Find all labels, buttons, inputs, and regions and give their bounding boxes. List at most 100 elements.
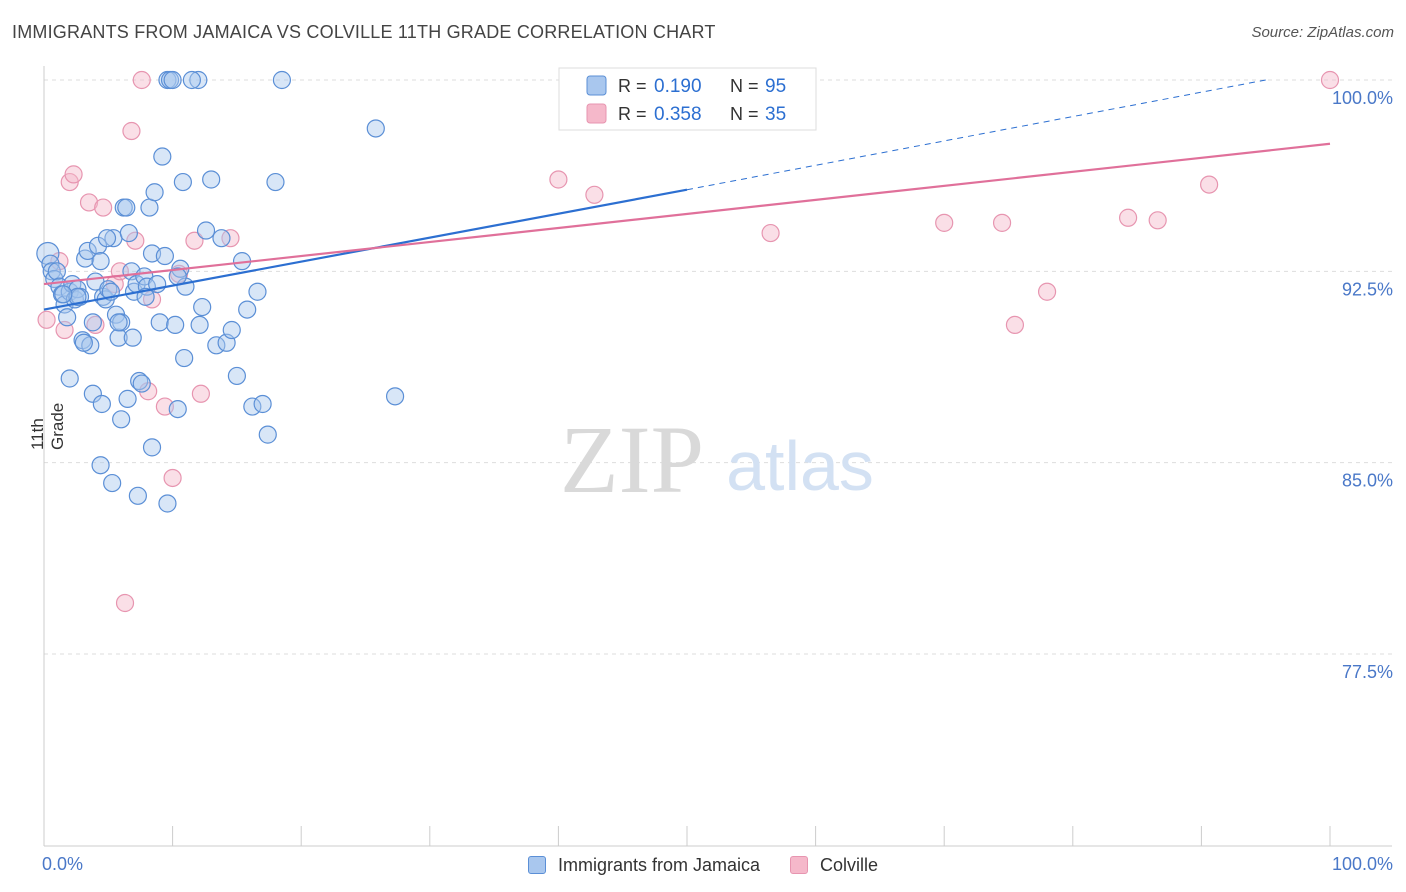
point-colville-32 <box>1148 211 1167 230</box>
point-jamaica-82 <box>175 348 194 368</box>
point-jamaica-57 <box>196 221 216 240</box>
bottom-legend-swatch-jamaica <box>527 856 546 874</box>
point-jamaica-8 <box>58 308 77 327</box>
axes <box>43 66 1392 847</box>
point-jamaica-18 <box>83 313 102 332</box>
y-tick-label-0: 77.5% <box>1342 662 1393 682</box>
point-jamaica-62 <box>222 320 241 340</box>
legend-swatch-jamaica <box>586 75 607 96</box>
x-tick-labels: 0.0% 100.0% <box>42 854 1393 874</box>
point-jamaica-65 <box>238 300 257 319</box>
point-jamaica-16 <box>78 241 97 261</box>
trend-line-colville <box>43 142 1331 286</box>
point-jamaica-63 <box>227 366 246 386</box>
watermark-zip: ZIP <box>560 406 704 513</box>
point-jamaica-84 <box>190 315 209 335</box>
point-colville-33 <box>1200 175 1219 194</box>
y-tick-label-2: 92.5% <box>1342 279 1393 299</box>
point-colville-6 <box>86 315 105 335</box>
point-colville-4 <box>64 165 83 184</box>
source-label: Source: ZipAtlas.com <box>1251 24 1394 41</box>
legend-n-label-colville: N = <box>730 104 759 124</box>
point-colville-7 <box>94 198 113 217</box>
point-colville-29 <box>1005 315 1025 335</box>
point-colville-23 <box>585 185 604 204</box>
legend-r-value-colville: 0.358 <box>654 104 702 125</box>
point-jamaica-86 <box>385 387 405 406</box>
point-jamaica-83 <box>182 70 201 90</box>
point-jamaica-67 <box>248 282 267 301</box>
point-jamaica-77 <box>118 389 137 408</box>
points-jamaica <box>36 70 405 513</box>
grid-lines <box>44 79 1392 655</box>
point-jamaica-46 <box>155 246 174 266</box>
point-jamaica-85 <box>366 119 385 138</box>
point-jamaica-36 <box>130 371 149 391</box>
point-colville-27 <box>935 213 954 232</box>
point-colville-26 <box>761 223 780 243</box>
point-jamaica-76 <box>112 410 131 429</box>
point-jamaica-74 <box>92 394 111 414</box>
watermark-atlas: atlas <box>726 427 874 505</box>
point-jamaica-4 <box>47 262 66 281</box>
point-jamaica-55 <box>189 70 208 90</box>
point-jamaica-89 <box>109 313 128 332</box>
point-jamaica-21 <box>91 252 110 271</box>
bottom-legend: Immigrants from Jamaica Colville <box>0 852 1406 878</box>
legend-r-value-jamaica: 0.190 <box>654 76 702 97</box>
x-tick-label-0: 0.0% <box>42 854 83 874</box>
point-jamaica-92 <box>97 229 117 248</box>
y-tick-label-1: 85.0% <box>1342 471 1393 491</box>
point-colville-34 <box>1320 70 1340 90</box>
point-jamaica-87 <box>91 456 110 475</box>
point-colville-22 <box>549 170 568 189</box>
point-jamaica-93 <box>54 285 73 304</box>
points-colville <box>37 70 1340 613</box>
point-jamaica-94 <box>136 287 155 306</box>
legend-r-label-colville: R = <box>618 104 647 124</box>
point-jamaica-0 <box>36 241 60 266</box>
point-jamaica-42 <box>145 183 164 202</box>
legend-swatch-colville <box>586 103 607 124</box>
x-tick-label-1: 100.0% <box>1332 854 1393 874</box>
point-jamaica-73 <box>83 384 102 403</box>
legend-r-label-jamaica: R = <box>618 76 647 96</box>
point-colville-28 <box>992 213 1012 232</box>
point-jamaica-56 <box>193 297 212 317</box>
legend-box: R = 0.190 N = 95 R = 0.358 N = 35 <box>558 67 817 131</box>
point-jamaica-68 <box>253 394 272 414</box>
bottom-legend-label-jamaica: Immigrants from Jamaica <box>557 854 760 875</box>
point-colville-30 <box>1037 282 1057 301</box>
bottom-legend-swatch-colville <box>790 856 808 874</box>
point-jamaica-49 <box>163 70 182 90</box>
bottom-legend-item-jamaica[interactable]: Immigrants from Jamaica <box>527 852 760 878</box>
bottom-legend-item-colville[interactable]: Colville <box>790 852 878 878</box>
point-jamaica-90 <box>68 287 87 306</box>
point-jamaica-40 <box>140 198 159 217</box>
point-jamaica-79 <box>142 438 162 457</box>
point-jamaica-45 <box>153 147 172 166</box>
point-colville-10 <box>115 593 135 613</box>
watermark: ZIP atlas <box>560 406 874 513</box>
point-colville-20 <box>191 384 210 403</box>
point-jamaica-60 <box>212 229 231 248</box>
point-jamaica-72 <box>60 369 79 388</box>
point-jamaica-37 <box>132 374 151 393</box>
point-jamaica-71 <box>272 70 292 90</box>
trend-lines <box>43 79 1331 311</box>
point-jamaica-75 <box>103 473 122 493</box>
point-jamaica-44 <box>150 313 169 332</box>
point-jamaica-69 <box>258 425 277 444</box>
legend-n-value-colville: 35 <box>765 104 786 125</box>
legend-n-value-jamaica: 95 <box>765 76 786 97</box>
point-colville-11 <box>122 121 141 141</box>
legend-n-label-jamaica: N = <box>730 76 759 96</box>
point-jamaica-31 <box>117 198 136 217</box>
bottom-legend-label-colville: Colville <box>820 854 879 875</box>
chart-title: IMMIGRANTS FROM JAMAICA VS COLVILLE 11TH… <box>12 22 716 42</box>
point-colville-0 <box>37 310 56 329</box>
point-jamaica-50 <box>166 315 185 335</box>
point-jamaica-91 <box>74 333 93 352</box>
point-colville-5 <box>79 193 99 212</box>
